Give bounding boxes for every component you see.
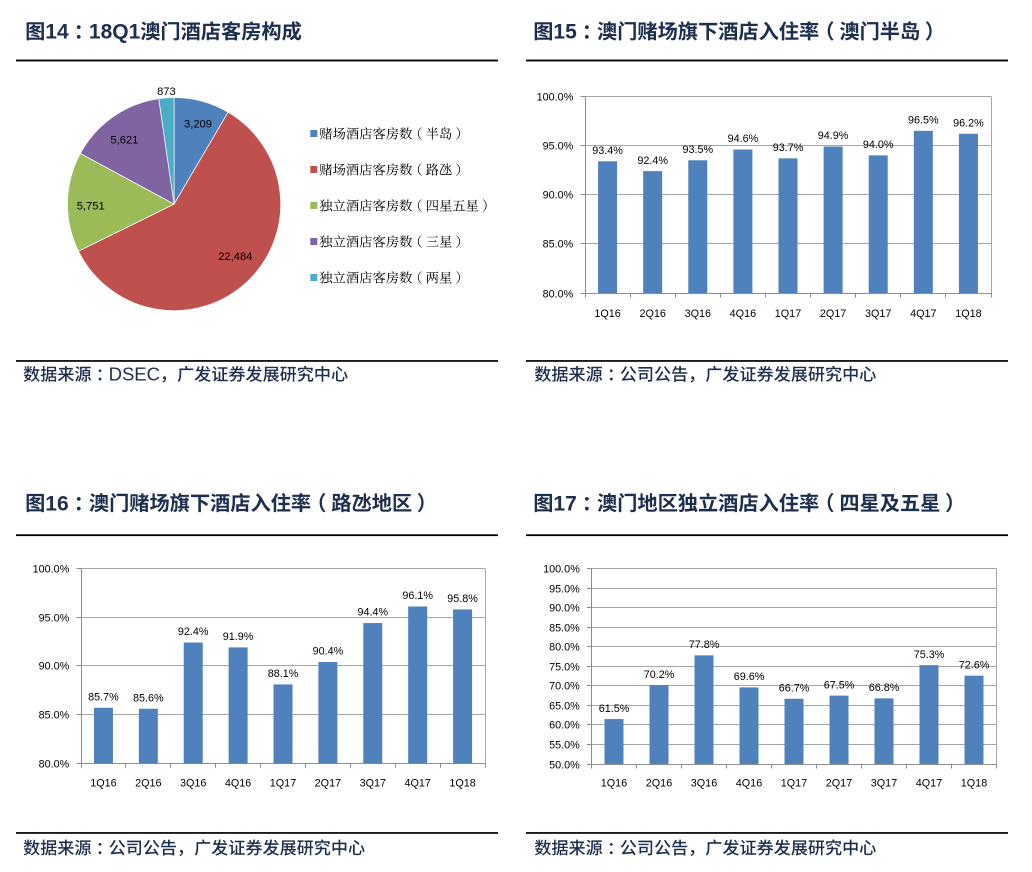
svg-text:85.0%: 85.0% bbox=[549, 623, 580, 635]
svg-text:93.4%: 93.4% bbox=[592, 145, 623, 157]
svg-text:873: 873 bbox=[157, 86, 176, 98]
svg-text:1Q16: 1Q16 bbox=[90, 778, 116, 790]
svg-text:22,484: 22,484 bbox=[218, 251, 252, 263]
svg-text:3Q16: 3Q16 bbox=[691, 778, 717, 790]
svg-text:93.7%: 93.7% bbox=[773, 142, 804, 154]
svg-text:91.9%: 91.9% bbox=[223, 631, 254, 643]
svg-text:90.0%: 90.0% bbox=[39, 661, 70, 673]
svg-text:3Q17: 3Q17 bbox=[360, 778, 386, 790]
svg-text:1Q16: 1Q16 bbox=[594, 308, 620, 320]
svg-text:94.4%: 94.4% bbox=[357, 607, 388, 619]
svg-text:16: 16 bbox=[45, 492, 68, 515]
svg-text:1Q17: 1Q17 bbox=[270, 778, 296, 790]
svg-text:95.8%: 95.8% bbox=[447, 593, 478, 605]
svg-text:3Q17: 3Q17 bbox=[871, 778, 897, 790]
svg-text:95.0%: 95.0% bbox=[543, 141, 574, 153]
svg-text:4Q16: 4Q16 bbox=[730, 308, 756, 320]
svg-text:75.0%: 75.0% bbox=[549, 662, 580, 674]
svg-text:1Q17: 1Q17 bbox=[781, 778, 807, 790]
svg-text:3,209: 3,209 bbox=[184, 118, 212, 130]
svg-text:85.7%: 85.7% bbox=[88, 691, 119, 703]
svg-text:4Q17: 4Q17 bbox=[404, 778, 430, 790]
svg-text:85.0%: 85.0% bbox=[543, 239, 574, 251]
svg-text:1Q18: 1Q18 bbox=[449, 778, 475, 790]
svg-text:90.0%: 90.0% bbox=[543, 190, 574, 202]
svg-text:95.0%: 95.0% bbox=[549, 584, 580, 596]
svg-text:17: 17 bbox=[553, 492, 576, 515]
svg-text:2Q16: 2Q16 bbox=[639, 308, 665, 320]
svg-text:1Q17: 1Q17 bbox=[775, 308, 801, 320]
svg-text:94.9%: 94.9% bbox=[818, 130, 849, 142]
svg-text:100.0%: 100.0% bbox=[537, 92, 574, 104]
svg-text:1Q16: 1Q16 bbox=[601, 778, 627, 790]
svg-text:60.0%: 60.0% bbox=[549, 720, 580, 732]
svg-text:100.0%: 100.0% bbox=[33, 564, 70, 576]
svg-text:18Q1: 18Q1 bbox=[89, 21, 141, 44]
svg-text:3Q16: 3Q16 bbox=[180, 778, 206, 790]
svg-text:1Q18: 1Q18 bbox=[955, 308, 981, 320]
svg-text:5,751: 5,751 bbox=[77, 200, 105, 212]
svg-text:80.0%: 80.0% bbox=[543, 289, 574, 301]
svg-text:3Q16: 3Q16 bbox=[685, 308, 711, 320]
svg-text:1Q18: 1Q18 bbox=[961, 778, 987, 790]
svg-text:2Q16: 2Q16 bbox=[135, 778, 161, 790]
svg-text:4Q16: 4Q16 bbox=[736, 778, 762, 790]
svg-text:DSEC: DSEC bbox=[109, 363, 160, 384]
svg-text:15: 15 bbox=[553, 21, 577, 44]
svg-text:66.8%: 66.8% bbox=[869, 682, 900, 694]
svg-text:50.0%: 50.0% bbox=[549, 760, 580, 772]
svg-text:100.0%: 100.0% bbox=[543, 564, 580, 576]
svg-text:77.8%: 77.8% bbox=[689, 639, 720, 651]
svg-text:3Q17: 3Q17 bbox=[865, 308, 891, 320]
svg-text:2Q17: 2Q17 bbox=[820, 308, 846, 320]
svg-text:96.2%: 96.2% bbox=[953, 117, 984, 129]
svg-text:65.0%: 65.0% bbox=[549, 701, 580, 713]
svg-text:75.3%: 75.3% bbox=[914, 649, 945, 661]
svg-text:4Q16: 4Q16 bbox=[225, 778, 251, 790]
svg-text:85.6%: 85.6% bbox=[133, 692, 164, 704]
svg-text:55.0%: 55.0% bbox=[549, 740, 580, 752]
svg-text:92.4%: 92.4% bbox=[637, 155, 668, 167]
svg-text:95.0%: 95.0% bbox=[39, 613, 70, 625]
svg-text:4Q17: 4Q17 bbox=[910, 308, 936, 320]
svg-text:80.0%: 80.0% bbox=[39, 759, 70, 771]
svg-text:61.5%: 61.5% bbox=[599, 703, 630, 715]
svg-text:85.0%: 85.0% bbox=[39, 710, 70, 722]
svg-text:94.6%: 94.6% bbox=[728, 133, 759, 145]
svg-text:70.0%: 70.0% bbox=[549, 681, 580, 693]
svg-text:66.7%: 66.7% bbox=[779, 682, 810, 694]
svg-text:93.5%: 93.5% bbox=[682, 144, 713, 156]
svg-text:88.1%: 88.1% bbox=[268, 668, 299, 680]
svg-text:92.4%: 92.4% bbox=[178, 626, 209, 638]
svg-text:2Q16: 2Q16 bbox=[646, 778, 672, 790]
svg-text:94.0%: 94.0% bbox=[863, 139, 894, 151]
svg-text:69.6%: 69.6% bbox=[734, 671, 765, 683]
svg-text:90.4%: 90.4% bbox=[313, 646, 344, 658]
svg-text:96.5%: 96.5% bbox=[908, 115, 939, 127]
svg-text:2Q17: 2Q17 bbox=[826, 778, 852, 790]
svg-text:4Q17: 4Q17 bbox=[916, 778, 942, 790]
svg-text:90.0%: 90.0% bbox=[549, 603, 580, 615]
svg-text:2Q17: 2Q17 bbox=[315, 778, 341, 790]
svg-text:14: 14 bbox=[45, 21, 69, 44]
svg-text:80.0%: 80.0% bbox=[549, 642, 580, 654]
svg-text:67.5%: 67.5% bbox=[824, 679, 855, 691]
svg-text:96.1%: 96.1% bbox=[402, 590, 433, 602]
svg-text:5,621: 5,621 bbox=[110, 135, 138, 147]
svg-text:70.2%: 70.2% bbox=[644, 669, 675, 681]
svg-text:72.6%: 72.6% bbox=[959, 659, 990, 671]
